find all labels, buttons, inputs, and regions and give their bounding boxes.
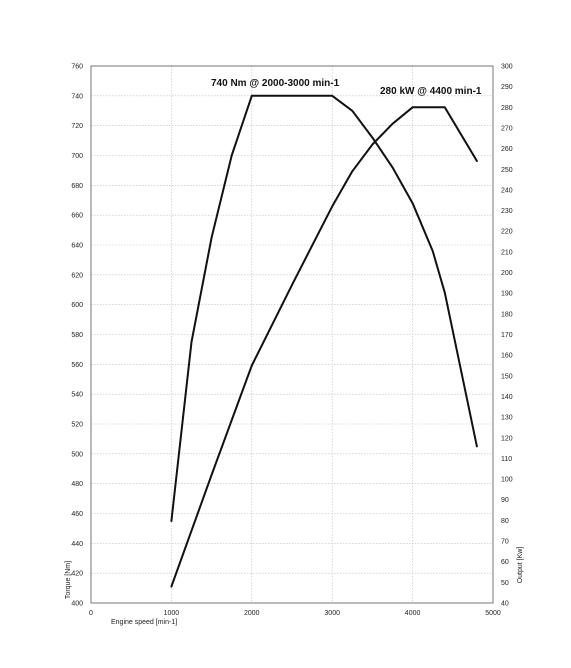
x-axis-label: Engine speed [min-1] [111,619,177,626]
left-y-tick-480: 480 [71,481,83,488]
right-y-tick-120: 120 [501,435,513,442]
right-y-axis-label: Output [Kw] [517,547,524,584]
right-y-tick-260: 260 [501,146,513,153]
torque-curve [170,94,478,522]
x-tick-5000: 5000 [485,610,501,617]
left-y-tick-460: 460 [71,511,83,518]
right-y-tick-40: 40 [501,601,509,608]
right-y-tick-280: 280 [501,105,513,112]
x-tick-1000: 1000 [164,610,180,617]
grid-lines [91,66,493,603]
left-y-tick-680: 680 [71,183,83,190]
left-y-tick-760: 760 [71,64,83,71]
left-y-axis-label: Torque [Nm] [65,561,72,599]
right-y-tick-160: 160 [501,353,513,360]
left-y-tick-520: 520 [71,422,83,429]
right-y-tick-210: 210 [501,249,513,256]
right-y-tick-80: 80 [501,518,509,525]
right-y-tick-290: 290 [501,84,513,91]
left-y-tick-640: 640 [71,243,83,250]
right-y-tick-90: 90 [501,497,509,504]
right-y-tick-labels: 40 50 60 70 80 90 100 110 120 130 140 150 160 170 180 1… [501,64,513,608]
left-y-tick-560: 560 [71,362,83,369]
left-y-tick-labels: 400 420 440 460 480 500 520 540 560 580 600 620 640 6… [71,64,83,608]
right-y-tick-130: 130 [501,415,513,422]
right-y-tick-230: 230 [501,208,513,215]
right-y-tick-180: 180 [501,311,513,318]
left-y-tick-620: 620 [71,272,83,279]
right-y-tick-70: 70 [501,539,509,546]
right-y-tick-220: 220 [501,229,513,236]
torque-peak-annotation: 740 Nm @ 2000-3000 min-1 [211,78,340,89]
right-y-tick-150: 150 [501,373,513,380]
x-tick-3000: 3000 [324,610,340,617]
left-y-tick-540: 540 [71,392,83,399]
right-y-tick-240: 240 [501,187,513,194]
right-y-tick-50: 50 [501,580,509,587]
right-y-tick-60: 60 [501,559,509,566]
right-y-tick-250: 250 [501,167,513,174]
x-tick-4000: 4000 [405,610,421,617]
left-y-tick-420: 420 [71,571,83,578]
left-y-tick-600: 600 [71,302,83,309]
right-y-tick-110: 110 [501,456,512,463]
x-tick-labels: 0 1000 2000 3000 4000 5000 [89,610,501,617]
left-y-tick-500: 500 [71,451,83,458]
power-peak-annotation: 280 kW @ 4400 min-1 [380,86,482,97]
right-y-tick-100: 100 [501,477,513,484]
left-y-tick-580: 580 [71,332,83,339]
left-y-tick-440: 440 [71,541,83,548]
left-y-tick-740: 740 [71,93,83,100]
left-y-tick-660: 660 [71,213,83,220]
right-y-tick-200: 200 [501,270,513,277]
right-y-tick-140: 140 [501,394,513,401]
x-tick-0: 0 [89,610,93,617]
power-curve [170,106,478,588]
right-y-tick-190: 190 [501,291,513,298]
right-y-tick-300: 300 [501,64,513,71]
plot-frame [90,65,494,604]
left-y-tick-400: 400 [71,601,83,608]
x-tick-2000: 2000 [244,610,260,617]
right-y-tick-270: 270 [501,125,513,132]
curves [170,94,478,588]
right-y-tick-170: 170 [501,332,513,339]
left-y-tick-700: 700 [71,153,83,160]
left-y-tick-720: 720 [71,123,83,130]
